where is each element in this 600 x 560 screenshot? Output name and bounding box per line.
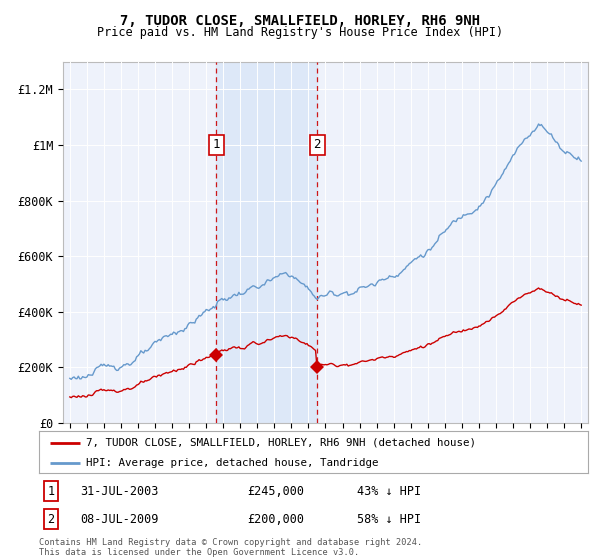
Text: £245,000: £245,000 bbox=[248, 484, 305, 498]
Text: 1: 1 bbox=[47, 484, 55, 498]
Text: 7, TUDOR CLOSE, SMALLFIELD, HORLEY, RH6 9NH (detached house): 7, TUDOR CLOSE, SMALLFIELD, HORLEY, RH6 … bbox=[86, 438, 476, 448]
Bar bbox=[216, 62, 317, 423]
Text: 1: 1 bbox=[212, 138, 220, 151]
Text: HPI: Average price, detached house, Tandridge: HPI: Average price, detached house, Tand… bbox=[86, 458, 378, 468]
Text: 2: 2 bbox=[47, 512, 55, 526]
Text: £200,000: £200,000 bbox=[248, 512, 305, 526]
Text: 2: 2 bbox=[314, 138, 321, 151]
Text: 58% ↓ HPI: 58% ↓ HPI bbox=[358, 512, 422, 526]
Text: 31-JUL-2003: 31-JUL-2003 bbox=[80, 484, 158, 498]
Text: 08-JUL-2009: 08-JUL-2009 bbox=[80, 512, 158, 526]
Text: Price paid vs. HM Land Registry's House Price Index (HPI): Price paid vs. HM Land Registry's House … bbox=[97, 26, 503, 39]
Text: 43% ↓ HPI: 43% ↓ HPI bbox=[358, 484, 422, 498]
Text: Contains HM Land Registry data © Crown copyright and database right 2024.
This d: Contains HM Land Registry data © Crown c… bbox=[39, 538, 422, 557]
Text: 7, TUDOR CLOSE, SMALLFIELD, HORLEY, RH6 9NH: 7, TUDOR CLOSE, SMALLFIELD, HORLEY, RH6 … bbox=[120, 14, 480, 28]
